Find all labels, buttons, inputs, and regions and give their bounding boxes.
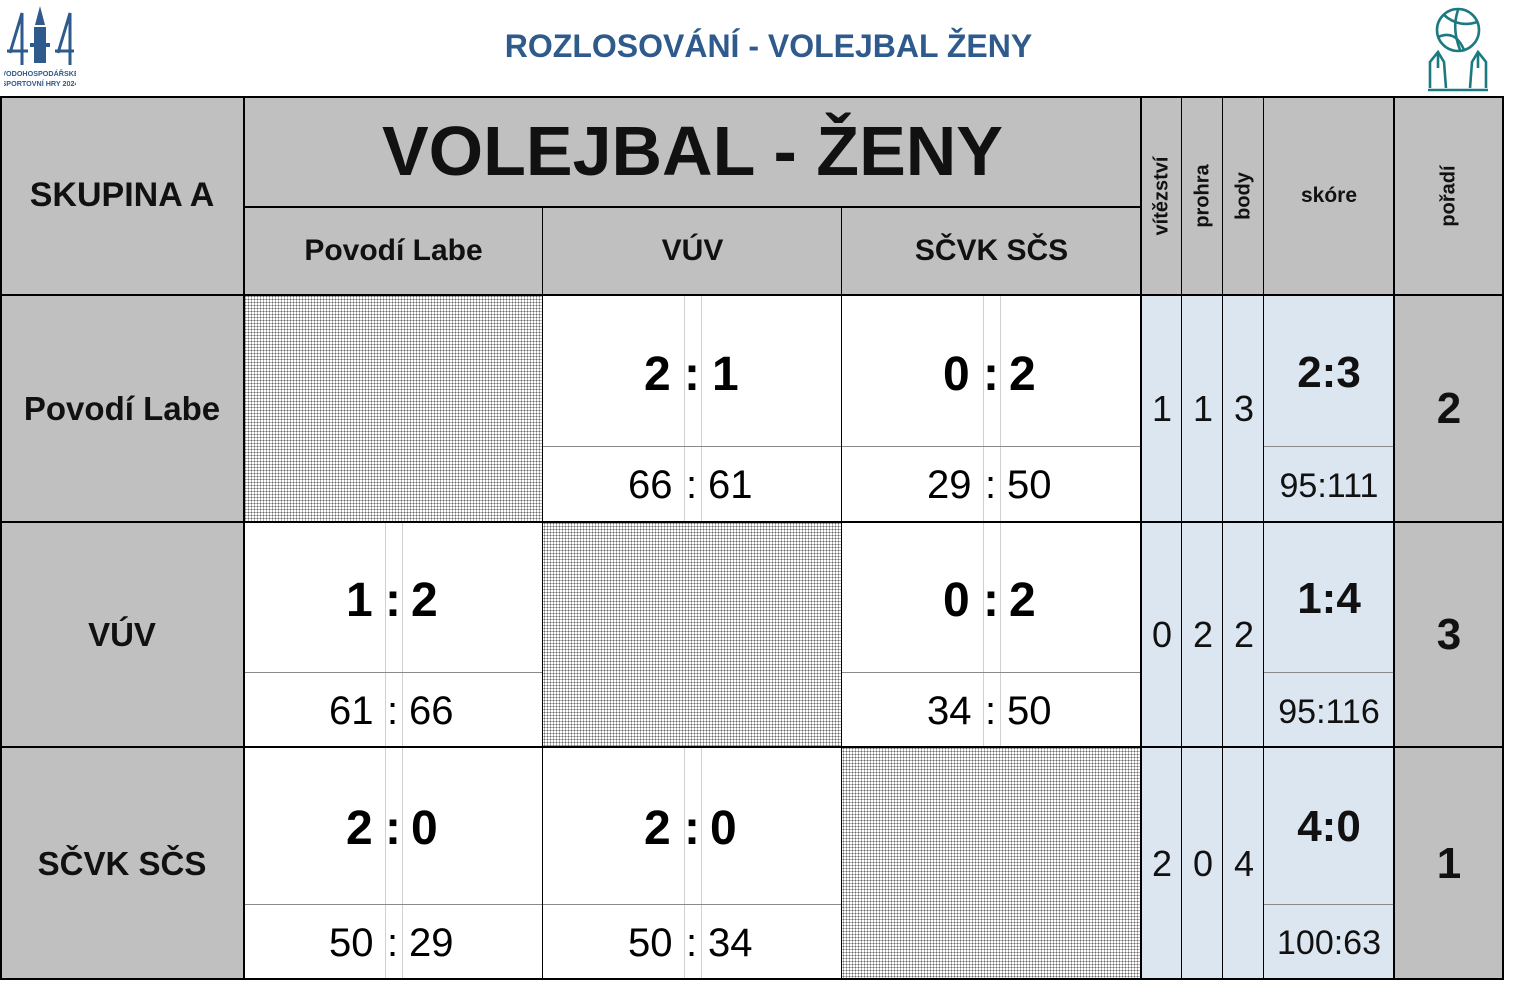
self-match-cell <box>842 747 1141 980</box>
row-header-bg <box>0 522 244 747</box>
score-points: 95:111 <box>1279 467 1379 505</box>
column-header: VÚV <box>661 234 724 267</box>
sets-home: 0 <box>943 348 970 401</box>
points-away: 61 <box>708 463 753 507</box>
sets-away: 0 <box>710 802 737 855</box>
match-cell <box>244 522 543 747</box>
sets-home: 2 <box>346 802 373 855</box>
sets-separator: : <box>385 802 401 855</box>
standings-table: SKUPINA A VOLEJBAL - ŽENY Povodí Labe VÚ… <box>0 96 1504 980</box>
wins-value: 1 <box>1151 388 1173 429</box>
stats-bg <box>1141 522 1394 747</box>
stats-bg <box>1141 295 1394 522</box>
points-separator: : <box>686 921 698 965</box>
points-separator: : <box>387 689 399 733</box>
match-cell <box>543 295 842 522</box>
points-header: body <box>1232 172 1255 220</box>
sets-separator: : <box>385 574 401 627</box>
score-sets: 2:3 <box>1297 348 1361 397</box>
sets-away: 2 <box>411 574 438 627</box>
header-band <box>0 96 1504 295</box>
sets-away: 2 <box>1009 574 1036 627</box>
points-value: 2 <box>1233 614 1255 655</box>
rank-value: 1 <box>1436 839 1462 888</box>
sets-home: 2 <box>644 348 671 401</box>
losses-value: 0 <box>1192 843 1214 884</box>
points-away: 50 <box>1007 463 1052 507</box>
points-separator: : <box>985 689 997 733</box>
score-sets: 1:4 <box>1297 574 1361 623</box>
points-value: 4 <box>1233 843 1255 884</box>
rank-bg <box>1394 522 1504 747</box>
points-home: 34 <box>927 689 972 733</box>
match-cell <box>842 295 1141 522</box>
row-team-name: VÚV <box>88 615 156 653</box>
column-header: Povodí Labe <box>304 234 483 267</box>
points-separator: : <box>686 463 698 507</box>
points-home: 61 <box>329 689 374 733</box>
score-header: skóre <box>1300 183 1358 207</box>
wins-header: vítězství <box>1150 156 1173 236</box>
page-title: ROZLOSOVÁNÍ - VOLEJBAL ŽENY <box>504 28 1033 64</box>
points-home: 29 <box>927 463 972 507</box>
score-points: 95:116 <box>1278 693 1380 731</box>
points-separator: : <box>985 463 997 507</box>
points-away: 34 <box>708 921 753 965</box>
row-team-name: SČVK SČS <box>37 844 207 882</box>
points-away: 29 <box>409 921 454 965</box>
row-team-name: Povodí Labe <box>23 389 221 427</box>
self-match-cell <box>244 295 543 522</box>
rank-bg <box>1394 747 1504 980</box>
rank-bg <box>1394 295 1504 522</box>
sets-home: 2 <box>644 802 671 855</box>
rank-header: pořadí <box>1437 165 1460 227</box>
sets-away: 1 <box>712 348 739 401</box>
self-match-cell <box>543 522 842 747</box>
page-header: VODOHOSPODÁŘSKÉ SPORTOVNÍ HRY 2024 ROZLO… <box>0 0 1537 96</box>
logo-text-line2: SPORTOVNÍ HRY 2024 <box>4 79 76 88</box>
sets-separator: : <box>983 574 999 627</box>
row-header-bg <box>0 747 244 980</box>
sets-home: 0 <box>943 574 970 627</box>
match-cell <box>842 522 1141 747</box>
sports-games-logo: VODOHOSPODÁŘSKÉ SPORTOVNÍ HRY 2024 <box>4 6 76 88</box>
volleyball-hands-icon <box>1428 7 1488 92</box>
points-away: 50 <box>1007 689 1052 733</box>
sets-separator: : <box>684 802 700 855</box>
logo-text-line1: VODOHOSPODÁŘSKÉ <box>4 69 76 78</box>
losses-header: prohra <box>1191 164 1214 228</box>
sets-home: 1 <box>346 574 373 627</box>
score-sets: 4:0 <box>1297 802 1361 851</box>
points-home: 66 <box>628 463 673 507</box>
points-home: 50 <box>329 921 374 965</box>
losses-value: 1 <box>1192 388 1214 429</box>
stats-bg <box>1141 747 1394 980</box>
score-points: 100:63 <box>1277 924 1381 962</box>
sets-away: 2 <box>1009 348 1036 401</box>
losses-value: 2 <box>1192 614 1214 655</box>
group-label: SKUPINA A <box>29 176 215 214</box>
wins-value: 0 <box>1151 614 1173 655</box>
rank-value: 2 <box>1436 384 1462 433</box>
rank-value: 3 <box>1436 610 1462 659</box>
points-value: 3 <box>1233 388 1255 429</box>
sets-away: 0 <box>411 802 438 855</box>
sets-separator: : <box>983 348 999 401</box>
wins-value: 2 <box>1151 843 1173 884</box>
match-cell <box>244 747 543 980</box>
points-away: 66 <box>409 689 454 733</box>
points-home: 50 <box>628 921 673 965</box>
main-title: VOLEJBAL - ŽENY <box>381 112 1003 190</box>
row-header-bg <box>0 295 244 522</box>
column-header: SČVK SČS <box>914 234 1069 267</box>
match-cell <box>543 747 842 980</box>
points-separator: : <box>387 921 399 965</box>
sets-separator: : <box>684 348 700 401</box>
